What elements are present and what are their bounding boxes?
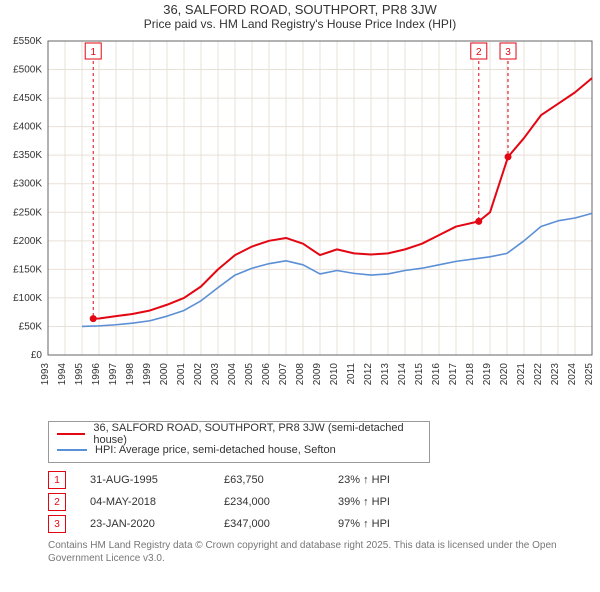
svg-text:2002: 2002 bbox=[193, 363, 204, 386]
footnote: Contains HM Land Registry data © Crown c… bbox=[48, 539, 568, 565]
svg-text:£550K: £550K bbox=[13, 36, 42, 47]
legend: 36, SALFORD ROAD, SOUTHPORT, PR8 3JW (se… bbox=[48, 421, 430, 463]
svg-text:2022: 2022 bbox=[533, 363, 544, 386]
svg-text:£200K: £200K bbox=[13, 236, 42, 247]
svg-text:2021: 2021 bbox=[516, 363, 527, 386]
svg-text:1993: 1993 bbox=[40, 363, 51, 386]
legend-swatch bbox=[57, 449, 87, 451]
svg-text:2012: 2012 bbox=[363, 363, 374, 386]
sale-date: 04-MAY-2018 bbox=[90, 496, 200, 508]
svg-text:2013: 2013 bbox=[380, 363, 391, 386]
line-chart: £0 £50K £100K £150K £200K £250K £300K £350K £400… bbox=[0, 35, 600, 415]
svg-text:2020: 2020 bbox=[499, 363, 510, 386]
svg-text:£0: £0 bbox=[31, 350, 43, 361]
svg-text:2001: 2001 bbox=[176, 363, 187, 386]
legend-label: 36, SALFORD ROAD, SOUTHPORT, PR8 3JW (se… bbox=[93, 422, 421, 446]
svg-text:£400K: £400K bbox=[13, 122, 42, 133]
sale-badge: 2 bbox=[48, 493, 66, 511]
svg-text:1995: 1995 bbox=[74, 363, 85, 386]
svg-text:2025: 2025 bbox=[584, 363, 595, 386]
svg-text:2016: 2016 bbox=[431, 363, 442, 386]
svg-text:3: 3 bbox=[505, 47, 511, 58]
svg-text:£500K: £500K bbox=[13, 65, 42, 76]
svg-text:2: 2 bbox=[476, 47, 482, 58]
sale-badge: 1 bbox=[48, 471, 66, 489]
svg-text:1: 1 bbox=[90, 47, 96, 58]
legend-swatch bbox=[57, 433, 85, 435]
sale-price: £234,000 bbox=[224, 496, 314, 508]
svg-text:2003: 2003 bbox=[210, 363, 221, 386]
svg-text:1997: 1997 bbox=[108, 363, 119, 386]
svg-text:2014: 2014 bbox=[397, 363, 408, 386]
svg-text:2024: 2024 bbox=[567, 363, 578, 386]
svg-text:£50K: £50K bbox=[19, 321, 43, 332]
svg-text:2023: 2023 bbox=[550, 363, 561, 386]
sale-delta: 97% ↑ HPI bbox=[338, 518, 438, 530]
chart-subtitle: Price paid vs. HM Land Registry's House … bbox=[0, 17, 600, 31]
svg-text:2015: 2015 bbox=[414, 363, 425, 386]
svg-text:2004: 2004 bbox=[227, 363, 238, 386]
svg-text:£150K: £150K bbox=[13, 264, 42, 275]
svg-text:1998: 1998 bbox=[125, 363, 136, 386]
sales-table: 1 31-AUG-1995 £63,750 23% ↑ HPI 2 04-MAY-2018… bbox=[48, 469, 592, 535]
svg-text:2008: 2008 bbox=[295, 363, 306, 386]
sale-price: £63,750 bbox=[224, 474, 314, 486]
sale-delta: 39% ↑ HPI bbox=[338, 496, 438, 508]
sale-row: 2 04-MAY-2018 £234,000 39% ↑ HPI bbox=[48, 491, 592, 513]
legend-label: HPI: Average price, semi-detached house,… bbox=[95, 444, 336, 456]
sale-date: 23-JAN-2020 bbox=[90, 518, 200, 530]
legend-item: 36, SALFORD ROAD, SOUTHPORT, PR8 3JW (se… bbox=[57, 426, 421, 442]
sale-row: 1 31-AUG-1995 £63,750 23% ↑ HPI bbox=[48, 469, 592, 491]
svg-text:£300K: £300K bbox=[13, 179, 42, 190]
svg-text:1996: 1996 bbox=[91, 363, 102, 386]
svg-text:1999: 1999 bbox=[142, 363, 153, 386]
sale-price: £347,000 bbox=[224, 518, 314, 530]
svg-text:2005: 2005 bbox=[244, 363, 255, 386]
svg-text:2017: 2017 bbox=[448, 363, 459, 386]
chart-area: £0 £50K £100K £150K £200K £250K £300K £350K £400… bbox=[0, 35, 600, 415]
svg-text:2006: 2006 bbox=[261, 363, 272, 386]
svg-text:2018: 2018 bbox=[465, 363, 476, 386]
svg-text:2009: 2009 bbox=[312, 363, 323, 386]
svg-text:2010: 2010 bbox=[329, 363, 340, 386]
svg-text:2000: 2000 bbox=[159, 363, 170, 386]
chart-title: 36, SALFORD ROAD, SOUTHPORT, PR8 3JW bbox=[0, 2, 600, 17]
svg-text:2019: 2019 bbox=[482, 363, 493, 386]
svg-text:2011: 2011 bbox=[346, 363, 357, 385]
svg-text:1994: 1994 bbox=[57, 363, 68, 386]
svg-text:2007: 2007 bbox=[278, 363, 289, 386]
sale-badge: 3 bbox=[48, 515, 66, 533]
svg-text:£450K: £450K bbox=[13, 93, 42, 104]
sale-row: 3 23-JAN-2020 £347,000 97% ↑ HPI bbox=[48, 513, 592, 535]
svg-text:£350K: £350K bbox=[13, 150, 42, 161]
sale-date: 31-AUG-1995 bbox=[90, 474, 200, 486]
sale-delta: 23% ↑ HPI bbox=[338, 474, 438, 486]
svg-text:£250K: £250K bbox=[13, 207, 42, 218]
svg-text:£100K: £100K bbox=[13, 293, 42, 304]
